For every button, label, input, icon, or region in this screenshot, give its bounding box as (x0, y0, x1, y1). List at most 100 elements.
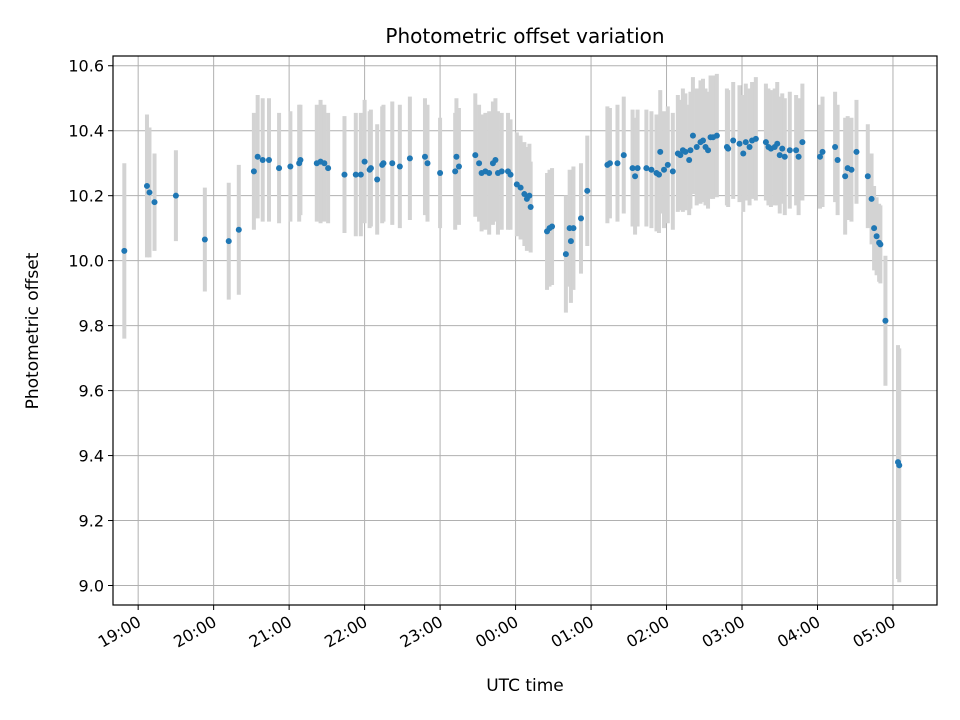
data-point (687, 147, 694, 154)
data-point (632, 173, 639, 180)
y-tick-label: 9.0 (79, 577, 104, 596)
data-point (361, 158, 368, 165)
data-point (357, 171, 364, 178)
data-point (498, 168, 505, 175)
data-point (367, 165, 374, 172)
y-tick-label: 10.0 (68, 252, 104, 271)
data-point (871, 225, 878, 232)
data-point (752, 135, 759, 142)
data-point (896, 462, 903, 469)
data-point (567, 238, 574, 245)
data-point (259, 156, 266, 163)
data-point (452, 168, 459, 175)
data-point (700, 137, 707, 144)
data-point (297, 156, 304, 163)
data-point (396, 163, 403, 170)
plot-area-frame (112, 55, 938, 606)
data-point (352, 171, 359, 178)
data-point (655, 171, 662, 178)
data-point (453, 153, 460, 160)
data-point (848, 166, 855, 173)
data-point (779, 145, 786, 152)
data-point (832, 143, 839, 150)
data-point (842, 173, 849, 180)
data-point (713, 132, 720, 139)
data-point (705, 147, 712, 154)
data-point (321, 160, 328, 167)
data-point (740, 150, 747, 157)
data-point (121, 247, 128, 254)
data-point (793, 147, 800, 154)
data-point (492, 156, 499, 163)
data-point (853, 148, 860, 155)
data-point (521, 191, 528, 198)
data-point (669, 168, 676, 175)
data-point (584, 187, 591, 194)
data-point (634, 165, 641, 172)
data-point (424, 160, 431, 167)
data-point (562, 251, 569, 258)
y-axis-label: Photometric offset (23, 252, 43, 409)
data-point (570, 225, 577, 232)
data-point (225, 238, 232, 245)
data-point (472, 152, 479, 159)
y-tick-label: 10.4 (68, 122, 104, 141)
data-point (341, 171, 348, 178)
data-point (421, 153, 428, 160)
data-point (746, 143, 753, 150)
data-point (629, 165, 636, 172)
data-point (736, 140, 743, 147)
y-tick-label: 9.6 (79, 382, 104, 401)
data-point (526, 192, 533, 199)
data-point (781, 153, 788, 160)
data-point (882, 317, 889, 324)
data-point (325, 165, 332, 172)
data-point (762, 139, 769, 146)
y-tick-label: 9.2 (79, 512, 104, 531)
data-point (786, 147, 793, 154)
data-point (834, 156, 841, 163)
x-axis-label: UTC time (486, 676, 564, 696)
data-point (873, 233, 880, 240)
data-point (776, 152, 783, 159)
data-point (476, 160, 483, 167)
data-point (146, 189, 153, 196)
data-point (620, 152, 627, 159)
y-tick-label: 10.6 (68, 57, 104, 76)
data-point (677, 152, 684, 159)
data-point (643, 165, 650, 172)
data-point (725, 145, 732, 152)
data-point (486, 169, 493, 176)
data-point (868, 195, 875, 202)
data-point (374, 176, 381, 183)
data-point (774, 140, 781, 147)
data-point (614, 160, 621, 167)
data-point (254, 153, 261, 160)
data-point (693, 143, 700, 150)
data-point (143, 182, 150, 189)
data-point (648, 166, 655, 173)
data-point (455, 163, 462, 170)
data-point (380, 160, 387, 167)
data-point (549, 223, 556, 230)
data-point (235, 226, 242, 233)
data-point (682, 148, 689, 155)
data-point (250, 168, 257, 175)
data-point (689, 132, 696, 139)
data-point (517, 184, 524, 191)
y-axis-ticks: 9.0 9.2 9.4 9.6 9.8 10.0 10.2 10.4 10.6 (68, 57, 113, 596)
data-point (507, 171, 514, 178)
data-point (437, 169, 444, 176)
data-point (819, 148, 826, 155)
data-point (151, 199, 158, 206)
data-point (276, 165, 283, 172)
data-point (664, 161, 671, 168)
data-point (864, 173, 871, 180)
data-point (577, 215, 584, 222)
data-point (686, 156, 693, 163)
data-point (730, 137, 737, 144)
data-point (389, 160, 396, 167)
data-point (265, 156, 272, 163)
data-point (606, 160, 613, 167)
